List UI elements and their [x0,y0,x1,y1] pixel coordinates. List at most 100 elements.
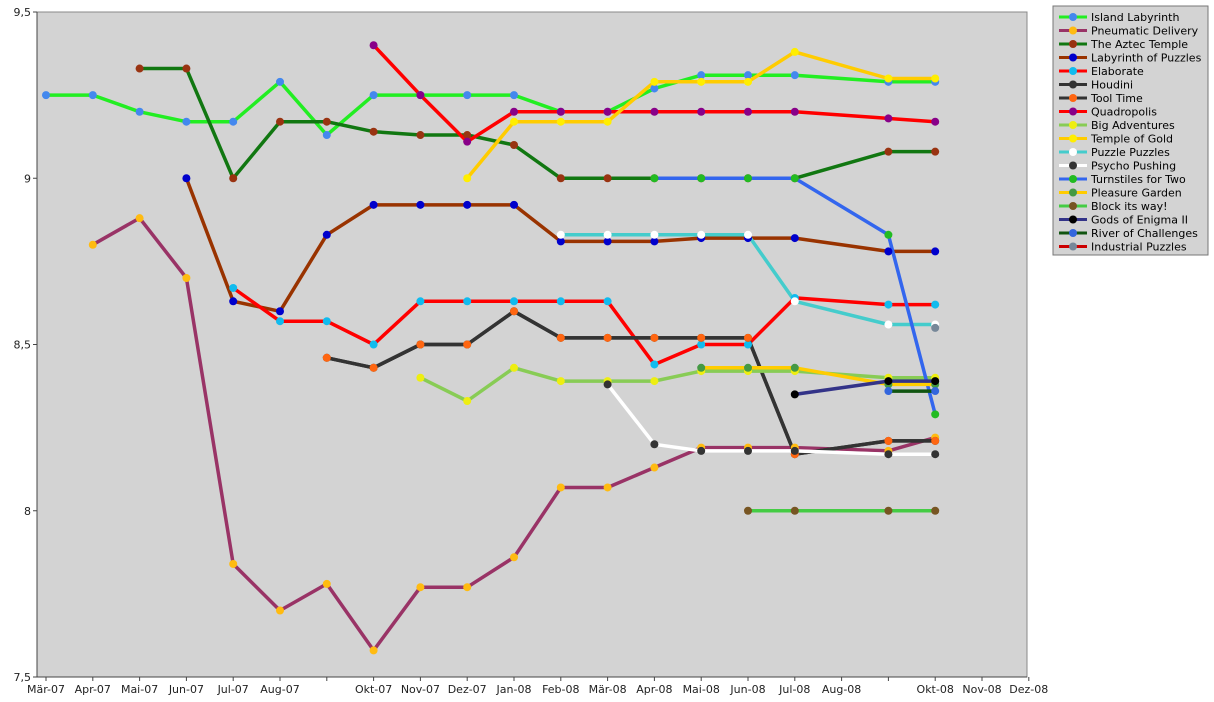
data-point [510,141,518,149]
data-point [229,174,238,183]
data-point [510,297,518,306]
data-point [416,373,425,382]
series-line [371,43,937,144]
data-point [556,237,565,246]
data-point [931,506,940,515]
data-point [369,91,378,100]
series-line [184,176,937,314]
legend-marker [1069,202,1077,210]
x-tick-label: Dez-07 [448,683,487,696]
x-tick-label: Nov-08 [962,683,1001,696]
data-point [884,300,893,309]
data-point [182,64,191,73]
legend-marker [1069,80,1077,89]
legend-label: Puzzle Puzzles [1091,146,1170,159]
legend-label: Turnstiles for Two [1090,173,1186,186]
data-point [556,107,565,116]
data-point [369,363,378,372]
data-point [744,446,752,455]
legend-label: Quadropolis [1091,106,1157,119]
x-tick-label: Jul-08 [778,683,810,696]
y-tick-label: 8 [24,505,31,518]
data-point [510,91,518,100]
legend-label: The Aztec Temple [1090,38,1188,51]
data-point [931,410,940,419]
data-point [884,506,893,515]
data-point [650,107,659,116]
x-tick-label: Jul-07 [217,683,249,696]
data-point [556,117,565,126]
legend-label: Gods of Enigma II [1091,214,1188,227]
legend-marker [1069,94,1077,102]
series-markers [42,41,940,655]
data-point [556,377,565,386]
legend-label: Pleasure Garden [1091,187,1182,200]
data-point [463,174,472,183]
legend-marker [1069,26,1077,35]
data-point [463,91,472,100]
legend-label: Psycho Pushing [1091,160,1176,173]
data-point [650,174,659,183]
data-point [931,74,940,83]
data-point [416,297,425,306]
data-point [790,363,799,372]
y-tick-label: 9 [24,172,31,185]
data-point [416,340,425,349]
data-point [884,377,893,386]
data-point [463,297,472,306]
data-point [603,237,612,246]
data-point [88,91,97,100]
data-point [650,463,659,472]
data-point [931,117,940,126]
data-point [369,41,378,50]
legend-label: Labyrinth of Puzzles [1091,52,1202,65]
data-point [463,583,472,592]
data-point [416,91,425,100]
data-point [884,74,893,83]
legend-marker [1069,40,1077,48]
data-point [790,107,799,116]
data-point [369,200,378,209]
legend-label: Pneumatic Delivery [1091,25,1199,38]
legend-marker [1069,148,1077,156]
x-tick-label: Aug-07 [260,683,299,696]
data-point [276,307,284,316]
data-point [650,237,659,246]
data-point [650,77,659,86]
data-point [322,579,331,588]
data-point [463,340,472,349]
legend-label: Elaborate [1091,65,1144,78]
data-point [556,333,565,342]
data-point [322,230,331,239]
data-point [697,340,706,349]
data-point [697,77,706,86]
data-point [322,353,331,362]
legend-label: River of Challenges [1091,227,1198,240]
data-point [884,230,893,239]
data-point [744,174,752,183]
data-point [322,317,331,326]
legend-label: Island Labyrinth [1091,11,1179,24]
data-point [790,297,799,306]
data-point [931,147,940,156]
data-point [556,230,565,239]
data-point [463,397,472,406]
data-point [790,446,799,455]
series-line [559,233,937,327]
series-line [465,50,937,181]
x-tick-label: Apr-07 [75,683,111,696]
data-point [884,147,893,156]
legend-marker [1069,53,1077,62]
data-point [884,450,893,459]
data-point [931,300,940,309]
data-point [276,117,284,126]
data-point [744,363,752,372]
data-point [744,107,752,116]
data-point [744,77,752,86]
y-tick-label: 9,5 [14,6,32,19]
data-point [510,117,518,126]
data-point [744,333,752,342]
data-point [369,127,378,136]
data-point [697,71,706,80]
